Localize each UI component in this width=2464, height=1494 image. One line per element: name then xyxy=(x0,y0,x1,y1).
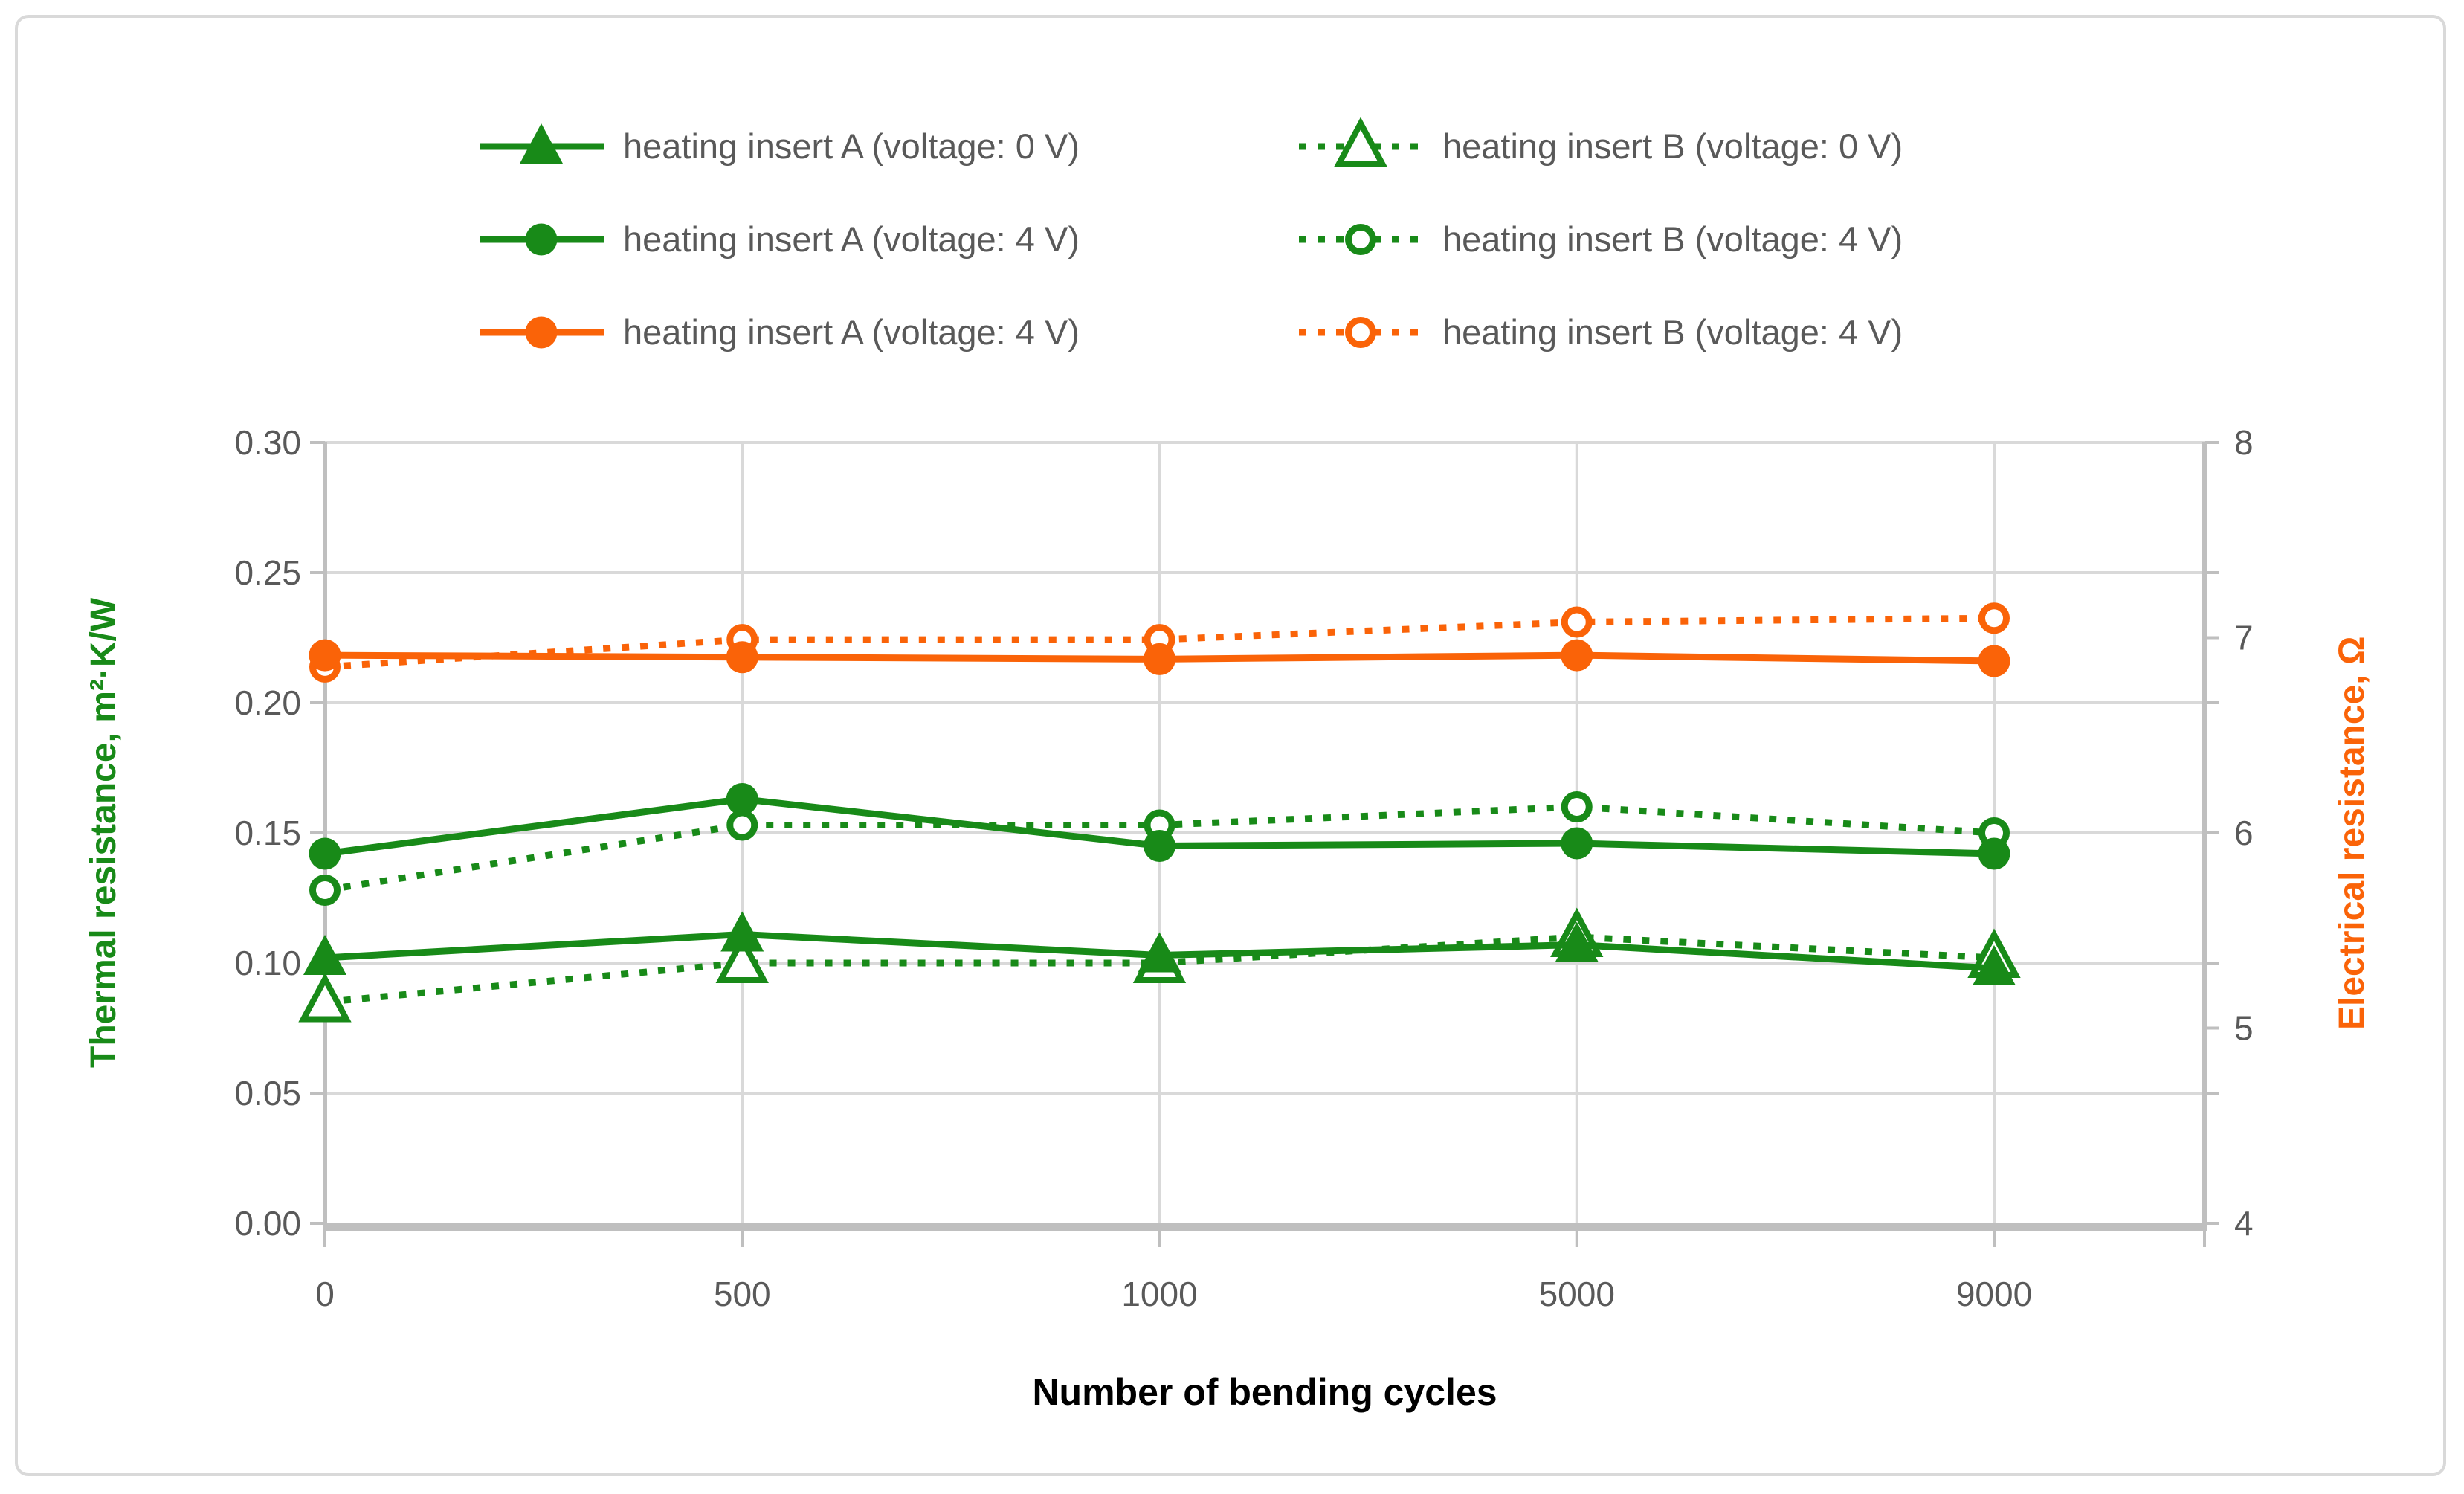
marker-triangle-filled xyxy=(520,123,563,164)
marker-circle-filled xyxy=(1144,643,1175,675)
x-axis-tick-label: 1000 xyxy=(1121,1275,1197,1313)
x-axis-tick-label: 500 xyxy=(714,1275,771,1313)
marker-triangle-open xyxy=(715,933,769,983)
right-axis-tick-label: 5 xyxy=(2234,1009,2254,1048)
left-axis-title: Thermal resistance, m²·K/W xyxy=(84,597,123,1069)
right-axis-tick-label: 8 xyxy=(2234,423,2254,462)
marker-circle-filled xyxy=(1144,830,1175,862)
right-axis-tick-label: 7 xyxy=(2234,619,2254,657)
marker-circle-filled xyxy=(726,783,758,815)
marker-circle-open xyxy=(1345,317,1376,348)
x-axis-tick-label: 9000 xyxy=(1956,1275,2032,1313)
x-axis-title: Number of bending cycles xyxy=(1032,1371,1497,1413)
left-axis-tick-label: 0.20 xyxy=(234,683,301,722)
left-axis-tick-label: 0.15 xyxy=(234,814,301,852)
marker-circle-filled xyxy=(1561,639,1593,672)
marker-circle-open xyxy=(1561,791,1593,822)
marker-triangle-open xyxy=(298,973,352,1023)
right-axis-tick-label: 4 xyxy=(2234,1204,2254,1243)
marker-triangle-filled xyxy=(1555,921,1599,962)
legend-label-1: heating insert B (voltage: 0 V) xyxy=(1442,126,1903,166)
marker-triangle-open xyxy=(1334,117,1387,167)
marker-circle-filled xyxy=(1978,837,2010,870)
page-border-frame xyxy=(15,15,2446,1476)
right-axis-title: Electrical resistance, Ω xyxy=(2332,636,2372,1030)
marker-triangle-filled xyxy=(1138,932,1181,973)
left-axis-tick-label: 0.05 xyxy=(234,1074,301,1113)
marker-triangle-filled xyxy=(303,935,346,975)
marker-circle-filled xyxy=(1561,827,1593,860)
marker-circle-filled xyxy=(525,316,558,349)
marker-triangle-filled xyxy=(1973,945,2016,985)
right-axis-tick-label: 6 xyxy=(2234,814,2254,852)
marker-circle-filled xyxy=(309,837,341,870)
marker-circle-open xyxy=(1345,224,1376,255)
legend-label-2: heating insert A (voltage: 4 V) xyxy=(623,219,1080,259)
marker-circle-open xyxy=(726,809,758,841)
marker-circle-filled xyxy=(525,223,558,256)
x-axis-tick-label: 0 xyxy=(315,1275,335,1313)
marker-circle-filled xyxy=(726,641,758,674)
marker-circle-open xyxy=(309,875,341,906)
marker-circle-filled xyxy=(309,639,341,672)
x-axis-tick-label: 5000 xyxy=(1539,1275,1615,1313)
left-axis-tick-label: 0.10 xyxy=(234,944,301,982)
marker-circle-filled xyxy=(1978,645,2010,677)
marker-triangle-filled xyxy=(720,911,764,952)
left-axis-tick-label: 0.25 xyxy=(234,553,301,592)
series-line-1 xyxy=(324,933,1995,1005)
left-axis-tick-label: 0.00 xyxy=(234,1204,301,1243)
left-axis-tick-label: 0.30 xyxy=(234,423,301,462)
legend-label-5: heating insert B (voltage: 4 V) xyxy=(1442,312,1903,352)
legend-label-0: heating insert A (voltage: 0 V) xyxy=(623,126,1080,166)
legend-label-3: heating insert B (voltage: 4 V) xyxy=(1442,219,1903,259)
marker-circle-open xyxy=(1561,606,1593,638)
marker-circle-open xyxy=(1978,602,2010,634)
legend-label-4: heating insert A (voltage: 4 V) xyxy=(623,312,1080,352)
